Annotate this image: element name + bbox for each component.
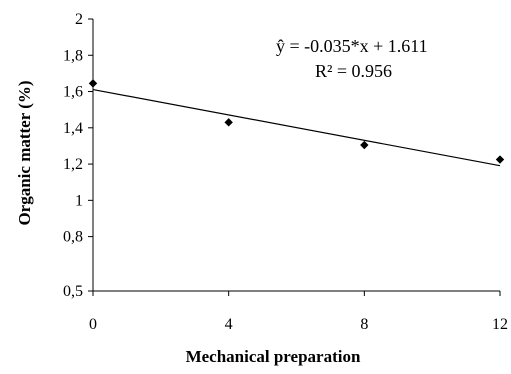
y-tick-label: 1,4 xyxy=(63,120,83,137)
data-point xyxy=(495,155,505,164)
data-point xyxy=(224,118,233,127)
x-axis: 0 4 8 12 xyxy=(89,290,508,333)
y-axis: 0,5 0,8 1 1,2 1,4 1,6 1,8 2 xyxy=(63,11,94,300)
y-tick-label: 0,5 xyxy=(63,283,83,300)
y-axis-title: Organic matter (%) xyxy=(15,80,34,225)
x-tick-label: 12 xyxy=(492,316,508,333)
trendline xyxy=(92,88,501,167)
y-tick-label: 2 xyxy=(75,11,83,28)
trendline-equation: ŷ = -0.035*x + 1.611 xyxy=(276,36,428,56)
trendline-group xyxy=(92,88,501,167)
y-tick-label: 1 xyxy=(75,192,83,209)
y-tick-label: 0,8 xyxy=(63,229,83,246)
y-tick-label: 1,6 xyxy=(63,84,83,101)
x-tick-label: 8 xyxy=(360,316,368,333)
x-tick-label: 4 xyxy=(225,316,233,333)
x-axis-title: Mechanical preparation xyxy=(186,347,361,366)
data-point xyxy=(88,79,98,88)
y-tick-label: 1,2 xyxy=(63,156,83,173)
data-point xyxy=(360,140,369,150)
x-tick-label: 0 xyxy=(89,316,97,333)
y-tick-label: 1,8 xyxy=(63,47,83,64)
r-squared-label: R² = 0.956 xyxy=(315,61,392,81)
data-points xyxy=(88,79,505,164)
